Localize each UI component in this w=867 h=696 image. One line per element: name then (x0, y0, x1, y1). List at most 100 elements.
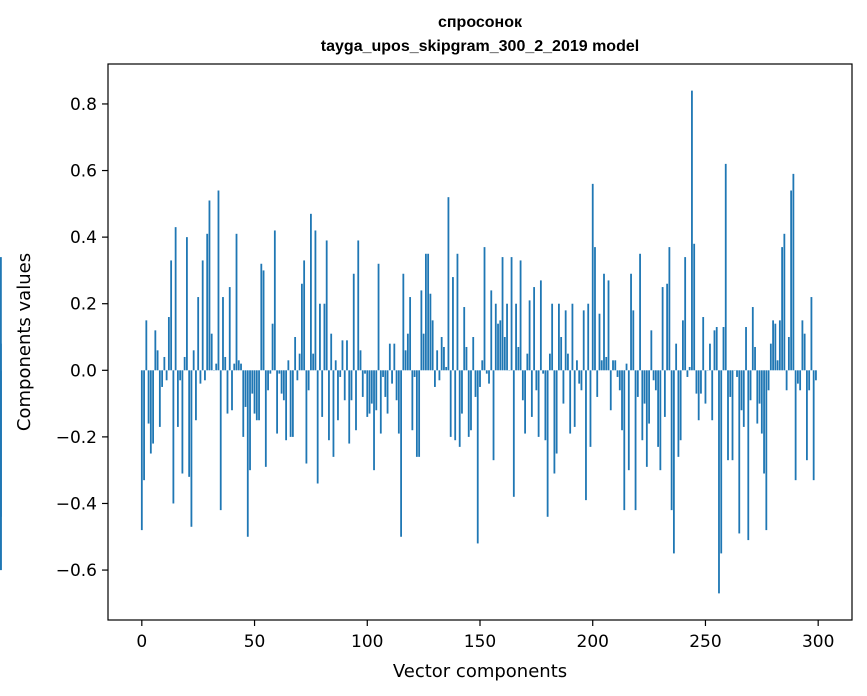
bar-287 (787, 337, 790, 371)
bar-190 (569, 370, 572, 434)
bar-162 (506, 303, 508, 371)
bar-250 (704, 370, 707, 404)
bar-253 (711, 370, 714, 421)
bar-164 (510, 257, 513, 371)
bar-109 (386, 370, 389, 414)
bar-108 (384, 370, 387, 397)
bar-126 (424, 253, 427, 371)
bar-62 (280, 370, 283, 394)
bar-49 (251, 370, 254, 394)
y-tick-label: −0.4 (56, 494, 97, 514)
bar-234 (668, 247, 671, 371)
bar-216 (627, 370, 630, 471)
bar-247 (697, 370, 700, 421)
bar-112 (393, 343, 396, 371)
bar-38 (226, 370, 229, 414)
bar-177 (539, 280, 542, 371)
bar-28 (204, 370, 206, 381)
bar-113 (395, 370, 398, 401)
bar-219 (634, 370, 637, 511)
bar-183 (553, 370, 556, 474)
bar-47 (246, 370, 249, 537)
x-tick-label: 150 (464, 632, 496, 652)
bar-75 (310, 213, 312, 371)
bar-71 (300, 283, 303, 371)
bar-279 (769, 343, 772, 371)
bar-167 (517, 346, 520, 371)
bar-285 (783, 233, 786, 371)
bar-86 (334, 360, 337, 371)
bar-238 (677, 370, 680, 457)
bar-18 (181, 370, 184, 474)
bar-187 (562, 370, 565, 404)
bar-undefined (0, 257, 2, 371)
bar-41 (233, 363, 236, 371)
bar-48 (249, 370, 251, 471)
bar-115 (400, 370, 402, 537)
bar-226 (650, 330, 653, 371)
bar-212 (618, 370, 621, 391)
chart-title-line2: tayga_upos_skipgram_300_2_2019 model (321, 38, 639, 55)
bar-105 (377, 263, 380, 371)
bar-93 (350, 370, 353, 401)
bar-286 (785, 370, 788, 391)
bar-26 (199, 370, 202, 384)
bar-297 (810, 297, 813, 371)
bar-116 (402, 273, 405, 371)
bar-214 (623, 370, 626, 511)
bar-65 (287, 360, 290, 371)
bar-23 (192, 350, 195, 371)
y-tick-label: −0.6 (56, 561, 97, 581)
bar-4 (149, 370, 152, 454)
bar-218 (632, 310, 635, 371)
bar-281 (774, 323, 777, 371)
bar-182 (551, 303, 554, 371)
x-tick-label: 100 (351, 632, 383, 652)
bar-227 (652, 370, 655, 381)
y-tick-label: 0.2 (70, 295, 97, 315)
bar-83 (328, 370, 330, 441)
bar-223 (643, 370, 646, 404)
bar-20 (186, 237, 188, 371)
bar-145 (467, 370, 470, 437)
bar-241 (684, 257, 687, 371)
bar-207 (607, 280, 610, 371)
bar-15 (174, 227, 177, 371)
bar-274 (758, 370, 761, 404)
bar-22 (190, 370, 193, 527)
bar-123 (418, 370, 421, 457)
bar-280 (772, 320, 774, 371)
y-axis-ticks: −0.6 −0.4 −0.2 0.0 0.2 0.4 0.6 0.8 (56, 95, 108, 581)
bar-77 (314, 230, 317, 371)
bar-206 (605, 356, 608, 371)
bar-258 (722, 327, 725, 371)
bar-240 (682, 320, 684, 371)
bar-184 (555, 370, 558, 454)
bar-85 (332, 370, 335, 457)
bar-12 (167, 317, 170, 371)
bar-131 (436, 350, 439, 371)
bar-78 (316, 370, 319, 484)
bar-205 (603, 273, 605, 371)
bar-228 (654, 370, 657, 391)
bar-8 (158, 370, 161, 427)
x-axis-label: Vector components (393, 661, 567, 682)
bar-5 (152, 370, 154, 444)
bar-173 (530, 370, 533, 417)
bar-51 (255, 370, 258, 421)
bar-136 (447, 197, 450, 371)
bar-104 (375, 370, 378, 411)
bar-265 (738, 370, 741, 534)
bar-264 (736, 370, 738, 377)
bar-160 (501, 257, 504, 371)
bar-66 (289, 370, 292, 437)
bar-99 (364, 370, 366, 374)
bar-175 (535, 370, 538, 391)
bar-168 (519, 260, 522, 371)
bar-159 (499, 320, 502, 371)
bar-7 (156, 350, 159, 371)
bar-16 (176, 370, 179, 427)
bar-267 (742, 370, 745, 427)
bar-44 (240, 363, 242, 371)
